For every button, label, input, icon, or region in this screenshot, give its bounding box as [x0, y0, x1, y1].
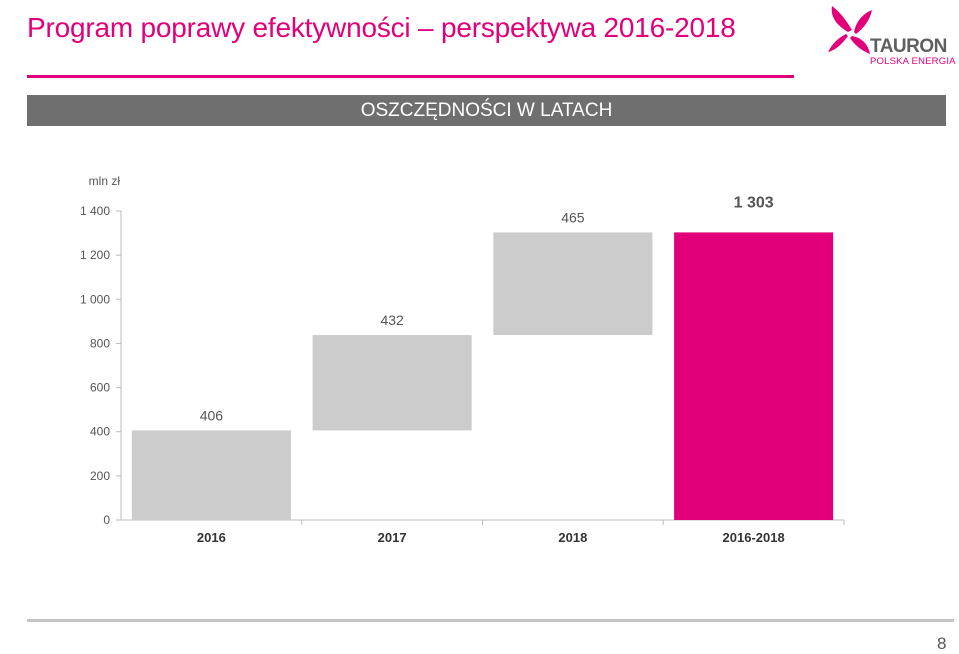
footer-divider [27, 619, 954, 622]
y-tick-label: 1 000 [80, 292, 110, 306]
x-tick-label: 2016-2018 [723, 530, 785, 545]
title-underline [27, 75, 794, 78]
x-tick-label: 2018 [558, 530, 587, 545]
x-tick-label: 2016 [197, 530, 226, 545]
y-tick-label: 0 [103, 513, 110, 527]
bar-increment [312, 335, 472, 431]
bar-value-label: 1 303 [734, 194, 774, 211]
y-tick-label: 400 [90, 425, 110, 439]
section-banner: OSZCZĘDNOŚCI W LATACH [27, 95, 946, 126]
page-title: Program poprawy efektywności – perspekty… [27, 12, 736, 43]
bar-total [674, 232, 834, 520]
logo-subtitle: POLSKA ENERGIA [870, 56, 956, 67]
y-tick-label: 600 [90, 381, 110, 395]
y-tick-label: 1 200 [80, 248, 110, 262]
y-tick-label: 200 [90, 469, 110, 483]
logo-wordmark: TAURON [870, 36, 947, 57]
x-tick-label: 2017 [378, 530, 407, 545]
y-tick-label: 800 [90, 336, 110, 350]
bar-value-label: 406 [200, 407, 224, 423]
bar-increment [493, 232, 653, 336]
page-number: 8 [937, 634, 947, 653]
bar-value-label: 465 [561, 209, 585, 225]
bar-increment [131, 430, 291, 520]
tauron-logo: TAURON POLSKA ENERGIA [826, 4, 959, 70]
unit-label: mln zł [89, 174, 121, 188]
bar-value-label: 432 [380, 312, 404, 328]
y-tick-label: 1 400 [80, 204, 110, 218]
tauron-logo-mark-icon [828, 6, 872, 54]
